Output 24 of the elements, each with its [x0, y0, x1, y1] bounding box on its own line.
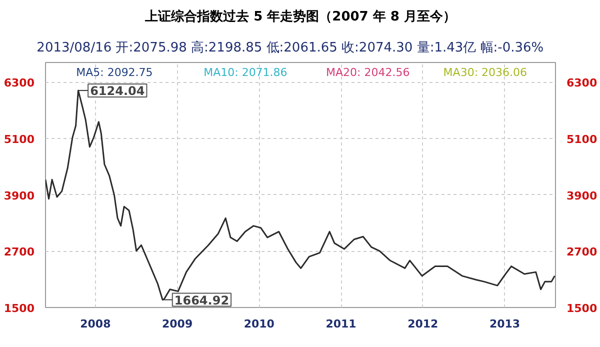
chart-title: 上证综合指数过去 5 年走势图（2007 年 8 月至今）: [144, 8, 456, 24]
y2-tick-label: 6300: [566, 76, 598, 90]
annotation: MA30: 2036.06: [443, 66, 528, 80]
y-tick-label: 2700: [4, 246, 35, 259]
y2-tick-label: 5100: [566, 133, 598, 146]
y-tick-label: 1500: [4, 302, 35, 315]
x-tick-label: 2013: [489, 318, 520, 330]
x-tick-label: 2010: [244, 318, 275, 330]
chart-subtitle: 2013/08/16 开:2075.98 高:2198.85 低:2061.65 收:2074.30 量:1.43亿 幅:-0.36%: [36, 40, 544, 56]
y2-tick-label: 3900: [566, 189, 598, 202]
annotation: MA20: 2042.56: [326, 66, 410, 80]
annotation: MA10: 2071.86: [204, 66, 288, 80]
y2-tick-label: 2700: [566, 246, 598, 259]
x-tick-label: 2009: [162, 318, 193, 330]
y-tick-label: 5100: [4, 133, 35, 146]
y-tick-label: 3900: [4, 189, 35, 202]
annotation: MA5: 2092.75: [76, 66, 153, 80]
x-tick-label: 2008: [80, 318, 111, 330]
annotation: 1664.92: [174, 293, 230, 308]
y-tick-label: 6300: [4, 76, 35, 90]
annotation: 6124.04: [90, 84, 145, 98]
y2-tick-label: 1500: [566, 302, 598, 315]
x-tick-label: 2011: [326, 318, 356, 330]
x-tick-label: 2012: [408, 318, 438, 330]
